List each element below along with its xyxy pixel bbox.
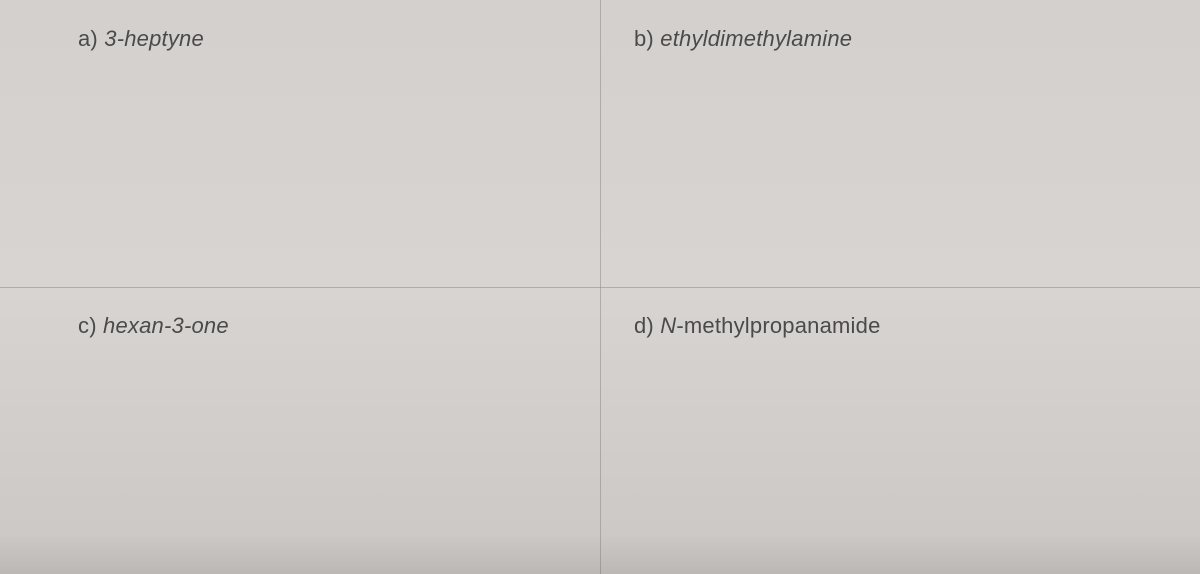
horizontal-divider — [0, 287, 1200, 288]
worksheet-grid: a) 3-heptyne b) ethyldimethylamine c) he… — [0, 0, 1200, 574]
label-c: c) hexan-3-one — [78, 313, 600, 339]
label-a: a) 3-heptyne — [78, 26, 600, 52]
cell-d: d) N-methylpropanamide — [600, 287, 1200, 574]
compound-d: -methylpropanamide — [676, 313, 880, 338]
label-b: b) ethyldimethylamine — [634, 26, 1200, 52]
cell-b: b) ethyldimethylamine — [600, 0, 1200, 287]
compound-b: ethyldimethylamine — [660, 26, 852, 51]
compound-c: hexan-3-one — [103, 313, 229, 338]
compound-a: 3-heptyne — [104, 26, 204, 51]
prefix-b: b) — [634, 26, 660, 51]
prefix-d: d) — [634, 313, 660, 338]
cell-c: c) hexan-3-one — [0, 287, 600, 574]
n-prefix-d: N — [660, 313, 676, 338]
prefix-c: c) — [78, 313, 103, 338]
cell-a: a) 3-heptyne — [0, 0, 600, 287]
label-d: d) N-methylpropanamide — [634, 313, 1200, 339]
prefix-a: a) — [78, 26, 104, 51]
